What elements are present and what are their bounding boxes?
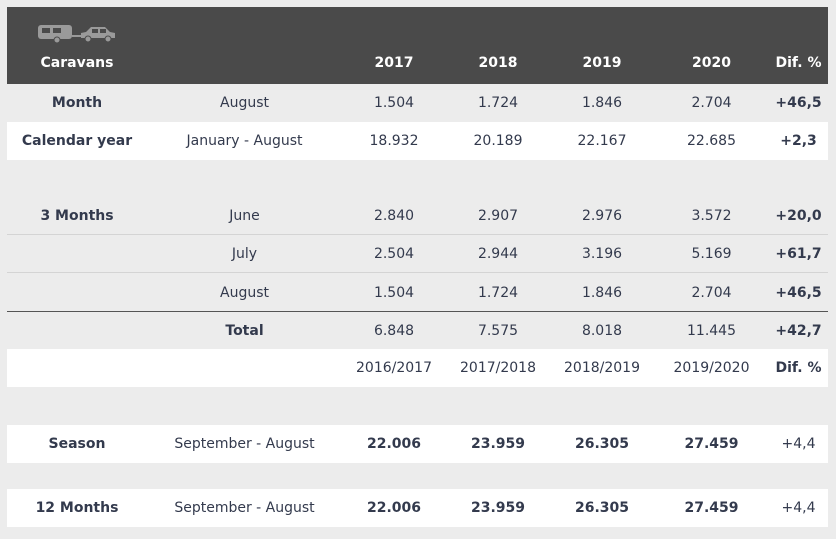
value-cell: 2.704 bbox=[691, 284, 732, 301]
row-period: June bbox=[229, 208, 260, 224]
dif-cell: +42,7 bbox=[775, 322, 822, 339]
table-row-total: Total 6.848 7.575 8.018 11.445 +42,7 bbox=[7, 312, 828, 349]
header-dif: Dif. % bbox=[775, 55, 822, 71]
table-header: Caravans 2017 2018 2019 2020 Dif. % bbox=[7, 7, 828, 84]
value-cell: 3.196 bbox=[581, 246, 623, 262]
row-period: August bbox=[220, 95, 269, 111]
caravan-car-icon bbox=[38, 25, 115, 44]
value-cell: 20.189 bbox=[473, 133, 523, 149]
value-cell: 22.006 bbox=[366, 436, 422, 452]
table-row-calendar-year: Calendar year January - August 18.932 20… bbox=[7, 122, 828, 160]
value-cell: 8.018 bbox=[581, 322, 623, 339]
row-label: Month bbox=[51, 95, 103, 111]
value-cell: 27.459 bbox=[684, 500, 739, 516]
row-period: August bbox=[220, 284, 269, 301]
dif-cell: +46,5 bbox=[775, 95, 822, 111]
dif-cell: +4,4 bbox=[781, 500, 816, 516]
value-cell: 1.504 bbox=[373, 284, 415, 301]
value-cell: 22.685 bbox=[687, 133, 736, 149]
value-cell: 2.976 bbox=[581, 208, 623, 224]
value-cell: 1.724 bbox=[477, 95, 519, 111]
table-row-season: Season September - August 22.006 23.959 … bbox=[7, 425, 828, 463]
header-year-2020: 2020 bbox=[692, 55, 731, 71]
header-year-2017: 2017 bbox=[374, 55, 414, 71]
value-cell: 3.572 bbox=[691, 208, 732, 224]
value-cell: 5.169 bbox=[691, 246, 732, 262]
value-cell: 23.959 bbox=[470, 436, 526, 452]
season-header-cell: 2017/2018 bbox=[460, 360, 536, 376]
value-cell: 26.305 bbox=[574, 436, 630, 452]
table-row-3m-july: July 2.504 2.944 3.196 5.169 +61,7 bbox=[7, 235, 828, 273]
value-cell: 22.006 bbox=[366, 500, 422, 516]
total-divider bbox=[7, 311, 828, 312]
value-cell: 1.504 bbox=[373, 95, 415, 111]
value-cell: 27.459 bbox=[684, 436, 739, 452]
caravan-statistics-table: Caravans 2017 2018 2019 2020 Dif. % Mont… bbox=[7, 7, 828, 527]
spacer bbox=[7, 160, 828, 197]
value-cell: 23.959 bbox=[470, 500, 526, 516]
value-cell: 1.846 bbox=[581, 284, 623, 301]
season-header-dif: Dif. % bbox=[775, 360, 822, 376]
row-divider bbox=[7, 272, 828, 273]
table-row-3m-june: 3 Months June 2.840 2.907 2.976 3.572 +2… bbox=[7, 197, 828, 235]
value-cell: 6.848 bbox=[373, 322, 415, 339]
spacer bbox=[7, 387, 828, 425]
value-cell: 2.704 bbox=[691, 95, 732, 111]
row-period: January - August bbox=[186, 133, 303, 149]
value-cell: 2.944 bbox=[477, 246, 519, 262]
dif-cell: +2,3 bbox=[780, 133, 817, 149]
dif-cell: +20,0 bbox=[775, 208, 822, 224]
table-row-season-header: 2016/2017 2017/2018 2018/2019 2019/2020 … bbox=[7, 349, 828, 387]
row-period: Total bbox=[225, 322, 264, 339]
header-caravans: Caravans bbox=[40, 55, 114, 71]
header-year-2019: 2019 bbox=[582, 55, 622, 71]
table-row-3m-august: August 1.504 1.724 1.846 2.704 +46,5 bbox=[7, 273, 828, 312]
row-label: Calendar year bbox=[21, 133, 133, 149]
spacer bbox=[7, 463, 828, 489]
row-period: September - August bbox=[174, 500, 315, 516]
row-period: September - August bbox=[174, 436, 315, 452]
header-row: Caravans 2017 2018 2019 2020 Dif. % bbox=[7, 52, 828, 74]
dif-cell: +46,5 bbox=[775, 284, 822, 301]
value-cell: 2.840 bbox=[373, 208, 415, 224]
table-row-12-months: 12 Months September - August 22.006 23.9… bbox=[7, 489, 828, 527]
table-row-month: Month August 1.504 1.724 1.846 2.704 +46… bbox=[7, 84, 828, 122]
row-label: 12 Months bbox=[35, 500, 119, 516]
value-cell: 2.907 bbox=[477, 208, 519, 224]
value-cell: 7.575 bbox=[477, 322, 519, 339]
value-cell: 22.167 bbox=[577, 133, 627, 149]
season-header-cell: 2016/2017 bbox=[356, 360, 432, 376]
row-period: July bbox=[231, 246, 258, 262]
season-header-cell: 2018/2019 bbox=[564, 360, 640, 376]
row-label: 3 Months bbox=[40, 208, 114, 224]
value-cell: 1.846 bbox=[581, 95, 623, 111]
header-year-2018: 2018 bbox=[478, 55, 518, 71]
value-cell: 11.445 bbox=[687, 322, 736, 339]
value-cell: 2.504 bbox=[373, 246, 415, 262]
row-divider bbox=[7, 234, 828, 235]
dif-cell: +61,7 bbox=[775, 246, 822, 262]
value-cell: 26.305 bbox=[574, 500, 630, 516]
season-header-cell: 2019/2020 bbox=[673, 360, 750, 376]
row-label: Season bbox=[48, 436, 106, 452]
value-cell: 18.932 bbox=[369, 133, 419, 149]
value-cell: 1.724 bbox=[477, 284, 519, 301]
dif-cell: +4,4 bbox=[781, 436, 816, 452]
